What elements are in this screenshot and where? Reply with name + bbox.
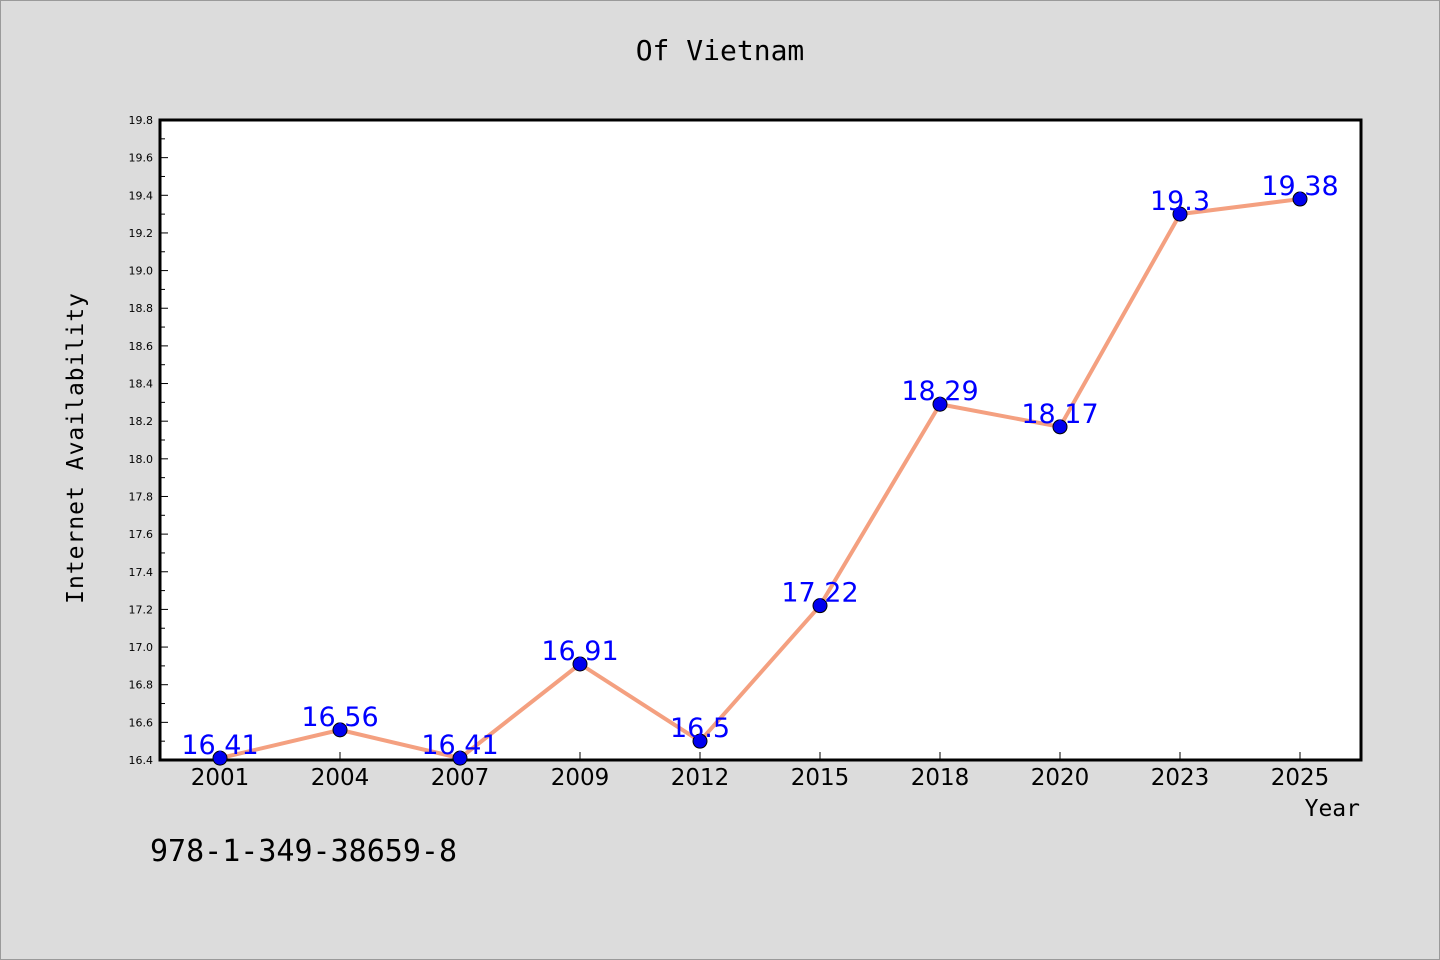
data-label: 16.91	[541, 636, 618, 667]
y-tick-label: 16.8	[129, 679, 154, 692]
y-tick-label: 18.4	[129, 378, 154, 391]
x-tick-label: 2020	[1031, 765, 1090, 791]
data-label: 18.29	[901, 376, 978, 407]
y-tick-label: 17.6	[129, 528, 154, 541]
data-point	[452, 750, 468, 766]
isbn-footnote: 978-1-349-38659-8	[150, 834, 458, 869]
x-tick-label: 2015	[791, 765, 850, 791]
y-tick-label: 19.4	[129, 189, 154, 202]
plot-area	[158, 118, 1363, 762]
y-tick-label: 17.4	[129, 566, 154, 579]
y-tick-label: 16.6	[129, 716, 154, 729]
chart-title: Of Vietnam	[635, 34, 805, 67]
data-label: 16.56	[301, 702, 378, 733]
data-point	[1172, 206, 1188, 222]
data-label: 18.17	[1021, 399, 1098, 430]
y-tick-label: 18.0	[129, 453, 154, 466]
data-label: 16.5	[670, 713, 730, 744]
x-tick-label: 2023	[1151, 765, 1210, 791]
data-point	[692, 733, 708, 749]
y-tick-label: 17.2	[129, 603, 154, 616]
x-tick-label: 2004	[311, 765, 370, 791]
data-point	[212, 750, 228, 766]
data-point	[332, 722, 348, 738]
y-tick-label: 17.0	[129, 641, 154, 654]
x-tick-label: 2009	[551, 765, 610, 791]
y-tick-label: 19.2	[129, 227, 154, 240]
data-point	[1052, 419, 1068, 435]
y-tick-label: 18.2	[129, 415, 154, 428]
y-tick-label: 18.8	[129, 302, 154, 315]
data-point	[572, 656, 588, 672]
data-point	[1292, 191, 1308, 207]
x-tick-label: 2001	[191, 765, 250, 791]
y-tick-label: 19.8	[129, 114, 154, 127]
data-point	[932, 396, 948, 412]
y-tick-label: 19.0	[129, 265, 154, 278]
x-axis-label: Year	[1304, 796, 1360, 822]
x-tick-label: 2018	[911, 765, 970, 791]
x-tick-label: 2012	[671, 765, 730, 791]
data-label: 16.41	[421, 730, 498, 761]
x-tick-label: 2007	[431, 765, 490, 791]
y-tick-label: 18.6	[129, 340, 154, 353]
y-tick-label: 19.6	[129, 152, 154, 165]
data-point	[812, 598, 828, 614]
data-label: 16.41	[181, 730, 258, 761]
x-tick-label: 2025	[1271, 765, 1330, 791]
data-label: 19.38	[1261, 171, 1338, 202]
data-label: 17.22	[781, 578, 858, 609]
series-line	[219, 197, 1301, 761]
data-label: 19.3	[1150, 186, 1210, 217]
y-tick-label: 17.8	[129, 490, 154, 503]
y-tick-label: 16.4	[129, 754, 154, 767]
